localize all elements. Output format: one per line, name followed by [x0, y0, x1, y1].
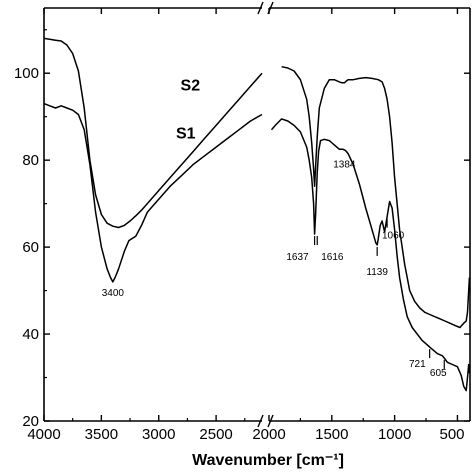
peak-label-1060: 1060 [382, 231, 405, 242]
x-tick-label-3000: 3000 [142, 426, 175, 443]
axis-break-mark-1-a [257, 414, 264, 428]
series-label-s2: S2 [181, 78, 201, 95]
peak-label-1637: 1637 [286, 252, 309, 263]
series-line-s2-part-2 [281, 65, 471, 329]
peak-label-721: 721 [409, 359, 426, 370]
series-line-s1-part-2 [270, 118, 471, 392]
axis-break-mark-1-b [267, 414, 274, 428]
x-tick-label-4000: 4000 [27, 426, 60, 443]
x-tick-label-500: 500 [439, 426, 464, 443]
peak-label-1139: 1139 [366, 267, 388, 278]
y-tick-label-20: 20 [22, 413, 39, 430]
series-line-s1-part-1 [43, 102, 263, 283]
x-tick-label-1500: 1500 [315, 426, 348, 443]
peak-label-3400: 3400 [102, 288, 125, 299]
x-tick-label-1000: 1000 [378, 426, 411, 443]
series-line-s2-part-1 [43, 37, 263, 229]
annotation-layer: S2 S1 3400 1637 1616 1384 1139 1060 721 605 [102, 78, 447, 379]
series-label-s1: S1 [176, 125, 196, 142]
axes-layer: 4000 3500 3000 2500 2000 1500 1000 500 20 40 60 80 1… [14, 1, 471, 443]
x-tick-label-2000: 2000 [252, 426, 285, 443]
y-tick-label-80: 80 [22, 152, 39, 169]
x-axis-title: Wavenumber [cm⁻¹] [192, 452, 344, 469]
peak-label-605: 605 [430, 368, 447, 379]
y-tick-label-60: 60 [22, 239, 39, 256]
series-layer [43, 37, 471, 392]
peak-label-1384: 1384 [333, 159, 356, 170]
y-tick-label-100: 100 [14, 65, 39, 82]
axis-break-mark-0-a [257, 1, 264, 15]
y-tick-label-40: 40 [22, 326, 39, 343]
x-tick-label-3500: 3500 [85, 426, 118, 443]
peak-label-1616: 1616 [321, 252, 344, 263]
x-tick-label-2500: 2500 [199, 426, 232, 443]
